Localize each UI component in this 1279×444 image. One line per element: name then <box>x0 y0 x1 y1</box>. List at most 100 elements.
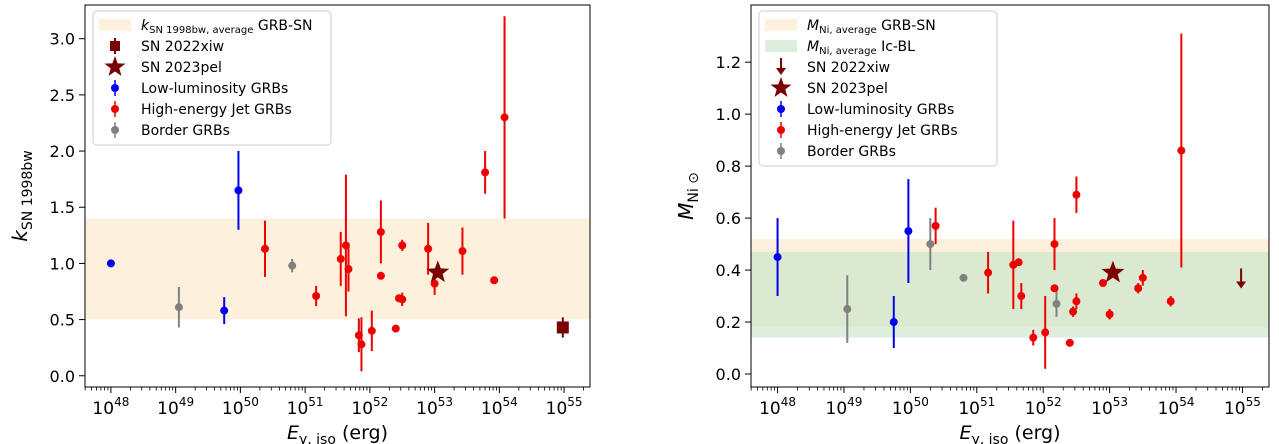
y-tick-label: 0.6 <box>716 209 741 228</box>
x-tick-label: 1054 <box>481 395 518 419</box>
legend-label: MNi, average Ic-BL <box>807 39 915 57</box>
y-tick-label: 0.5 <box>50 311 75 330</box>
data-point <box>398 241 407 250</box>
legend-label: High-energy Jet GRBs <box>141 102 292 118</box>
y-tick-label: 1.0 <box>50 254 75 273</box>
y-tick-label: 2.0 <box>50 142 75 161</box>
data-point <box>424 244 433 253</box>
x-tick-label: 1049 <box>826 395 863 419</box>
sn2022xiw-marker <box>556 321 569 334</box>
data-point <box>367 326 376 335</box>
legend-swatch <box>765 40 797 52</box>
data-point <box>430 279 439 288</box>
data-point <box>481 168 490 177</box>
data-point <box>1050 284 1059 293</box>
data-point <box>773 253 782 262</box>
legend-label: Low-luminosity GRBs <box>141 81 288 97</box>
legend-star-marker <box>770 77 792 97</box>
x-axis-label: Eγ, iso (erg) <box>287 422 388 444</box>
legend-label: Border GRBs <box>807 144 896 160</box>
legend-swatch <box>99 19 131 31</box>
legend-box <box>92 10 332 146</box>
data-point <box>1072 190 1081 199</box>
x-tick-label: 1053 <box>1091 395 1128 419</box>
data-point <box>174 303 183 312</box>
data-point <box>500 113 509 122</box>
data-point <box>458 247 467 256</box>
legend-swatch <box>765 19 797 31</box>
legend-label: MNi, average GRB-SN <box>807 18 936 36</box>
data-point <box>234 186 243 195</box>
sn2023pel-star <box>1101 260 1125 283</box>
y-tick-label: 0.0 <box>716 365 741 384</box>
data-point <box>904 227 913 236</box>
data-point <box>1072 297 1081 306</box>
data-point <box>220 306 229 315</box>
data-point <box>312 291 321 300</box>
data-point <box>376 271 385 280</box>
y-tick-label: 1.0 <box>716 105 741 124</box>
left-panel-k-sn1998bw: 0.0 0.5 1.0 1.5 2.0 2.5 3.0 1048 1049 1050 1051 105… <box>8 4 591 444</box>
legend-star-marker <box>104 56 126 76</box>
average-band-0 <box>85 218 590 320</box>
legend-label: SN 2023pel <box>807 81 888 97</box>
data-point <box>1052 299 1061 308</box>
data-point <box>984 268 993 277</box>
data-point <box>357 340 366 349</box>
legend-dot-marker <box>777 147 785 155</box>
y-tick-label: 1.2 <box>716 53 741 72</box>
x-tick-label: 1050 <box>222 395 259 419</box>
legend-dot-marker <box>111 126 119 134</box>
x-tick-label: 1054 <box>1158 395 1195 419</box>
legend-dot-marker <box>777 126 785 134</box>
legend-label: Border GRBs <box>141 123 230 139</box>
plot-frame <box>84 4 591 388</box>
x-tick-label: 1051 <box>287 395 324 419</box>
legend-dot-marker <box>777 105 785 113</box>
data-point <box>106 259 115 268</box>
data-point <box>959 273 968 282</box>
data-point <box>398 295 407 304</box>
x-tick-label: 1052 <box>351 395 388 419</box>
data-point <box>344 265 353 274</box>
x-tick-label: 1055 <box>1224 395 1261 419</box>
legend-square-marker <box>110 41 120 51</box>
legend-box <box>758 10 998 167</box>
y-tick-label: 0.8 <box>716 157 741 176</box>
x-tick-label: 1055 <box>546 395 583 419</box>
data-point <box>260 244 269 253</box>
data-point <box>1065 338 1074 347</box>
x-tick-label: 1048 <box>759 395 796 419</box>
sn2023pel-star <box>426 260 450 283</box>
y-axis-label: kSN 1998bw <box>8 150 36 241</box>
data-point <box>1177 146 1186 155</box>
data-point <box>1014 258 1023 267</box>
x-tick-label: 1051 <box>958 395 995 419</box>
x-tick-label: 1048 <box>92 395 129 419</box>
legend-label: SN 2023pel <box>141 60 222 76</box>
data-point <box>889 318 898 327</box>
data-point <box>1138 273 1147 282</box>
y-tick-label: 0.4 <box>716 261 741 280</box>
data-point <box>931 221 940 230</box>
sn2022xiw-upper-limit-arrow <box>1236 281 1247 289</box>
data-point <box>1098 279 1107 288</box>
data-point <box>376 227 385 236</box>
plot-frame <box>750 4 1270 388</box>
legend-dot-marker <box>111 105 119 113</box>
data-point <box>1017 292 1026 301</box>
right-panel-m-ni: 0.0 0.2 0.4 0.6 0.8 1.0 1.2 1048 1049 1050 1051 105… <box>674 4 1270 444</box>
x-tick-label: 1050 <box>892 395 929 419</box>
data-point <box>1029 333 1038 342</box>
data-point <box>1105 310 1114 319</box>
data-point <box>1134 284 1143 293</box>
x-tick-label: 1049 <box>157 395 194 419</box>
x-tick-label: 1052 <box>1025 395 1062 419</box>
x-axis-label: Eγ, iso (erg) <box>959 422 1060 444</box>
y-tick-label: 2.5 <box>50 86 75 105</box>
y-axis-label: MNi ⊙ <box>674 172 702 220</box>
legend-label: SN 2022xiw <box>141 39 224 55</box>
data-point <box>1050 240 1059 249</box>
data-point <box>843 305 852 314</box>
legend-dot-marker <box>111 84 119 92</box>
